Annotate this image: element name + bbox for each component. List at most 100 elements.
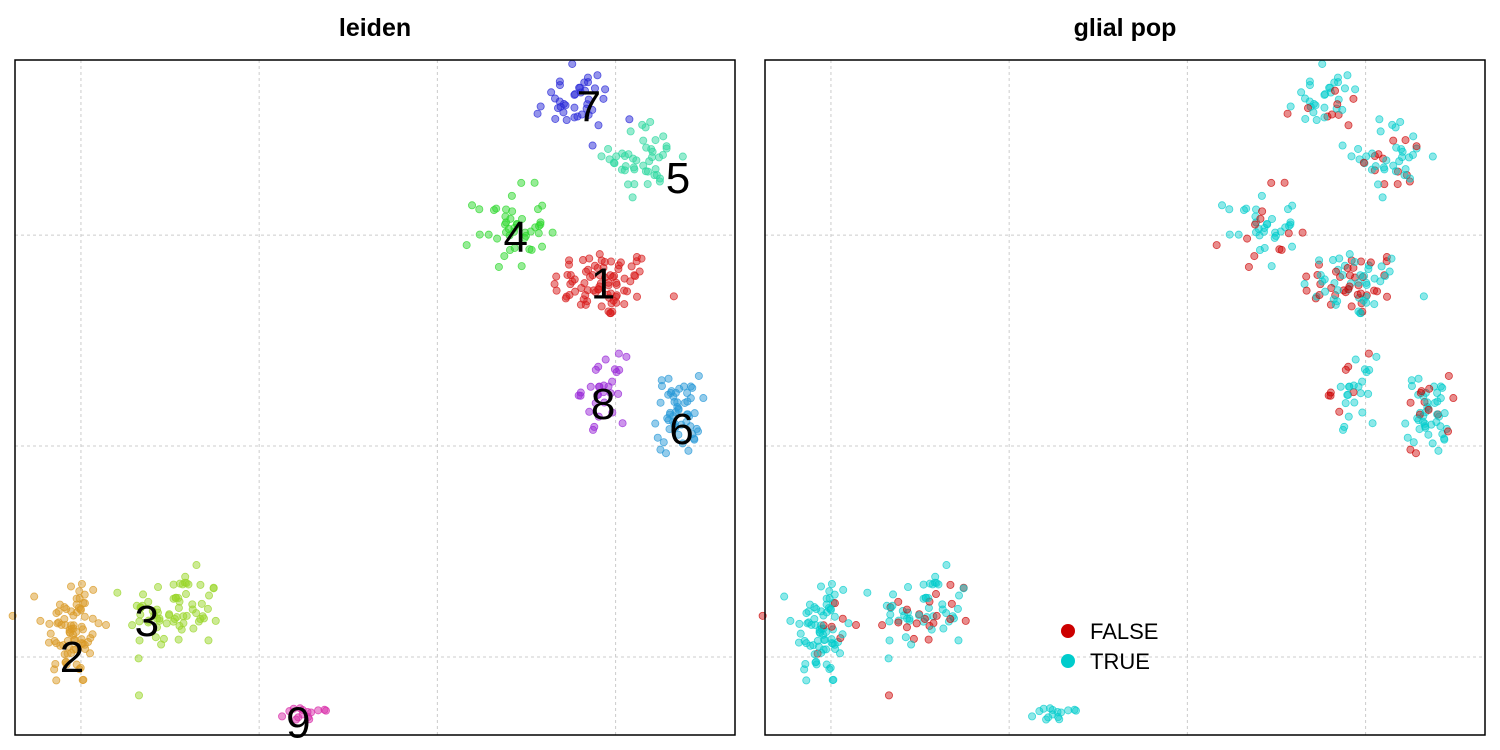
glial-point-true bbox=[838, 630, 847, 639]
leiden-point-cluster-2 bbox=[65, 629, 74, 638]
leiden-point-cluster-2 bbox=[44, 638, 53, 647]
leiden-point-cluster-6 bbox=[657, 382, 666, 391]
glial-point-false bbox=[920, 614, 929, 623]
leiden-point-cluster-8 bbox=[601, 355, 610, 364]
leiden-point-cluster-2 bbox=[67, 582, 76, 591]
leiden-point-cluster-4 bbox=[506, 214, 515, 223]
glial-point-true bbox=[1340, 84, 1349, 93]
glial-point-true bbox=[1354, 278, 1363, 287]
glial-point-true bbox=[1301, 114, 1310, 123]
glial-point-true bbox=[1252, 228, 1261, 237]
glial-point-false bbox=[1353, 290, 1362, 299]
glial-point-false bbox=[1343, 264, 1352, 273]
glial-point-true bbox=[925, 579, 934, 588]
leiden-point-cluster-4 bbox=[538, 242, 547, 251]
leiden-point-cluster-7 bbox=[625, 115, 634, 124]
glial-point-false bbox=[1393, 180, 1402, 189]
leiden-point-cluster-6 bbox=[678, 439, 687, 448]
glial-point-true bbox=[1364, 265, 1373, 274]
legend-marker-true bbox=[1061, 654, 1075, 668]
leiden-point-cluster-4 bbox=[534, 229, 543, 238]
glial-point-false bbox=[1212, 241, 1221, 250]
glial-point-true bbox=[805, 600, 814, 609]
leiden-point-cluster-2 bbox=[88, 614, 97, 623]
leiden-point-cluster-2 bbox=[52, 639, 61, 648]
leiden-point-cluster-7 bbox=[601, 85, 610, 94]
glial-point-false bbox=[1345, 271, 1354, 280]
leiden-point-cluster-1 bbox=[612, 280, 621, 289]
leiden-point-cluster-4 bbox=[502, 228, 511, 237]
leiden-point-cluster-5 bbox=[626, 127, 635, 136]
leiden-point-cluster-3 bbox=[188, 600, 197, 609]
glial-point-true bbox=[954, 636, 963, 645]
glial-point-false bbox=[1335, 407, 1344, 416]
legend-label-true: TRUE bbox=[1090, 649, 1150, 674]
leiden-point-cluster-3 bbox=[162, 619, 171, 628]
leiden-point-cluster-2 bbox=[80, 612, 89, 621]
leiden-point-cluster-3 bbox=[152, 605, 161, 614]
leiden-point-cluster-3 bbox=[144, 597, 153, 606]
leiden-point-cluster-5 bbox=[648, 153, 657, 162]
cluster-label-6: 6 bbox=[669, 405, 693, 454]
glial-point-true bbox=[1225, 230, 1234, 239]
leiden-point-cluster-3 bbox=[181, 572, 190, 581]
leiden-point-cluster-9 bbox=[314, 706, 323, 715]
leiden-point-cluster-1 bbox=[603, 290, 612, 299]
glial-point-false bbox=[902, 605, 911, 614]
glial-point-false bbox=[819, 621, 828, 630]
leiden-point-cluster-7 bbox=[593, 71, 602, 80]
leiden-point-cluster-1 bbox=[616, 258, 625, 267]
glial-point-true bbox=[815, 629, 824, 638]
leiden-point-cluster-1 bbox=[620, 300, 629, 309]
glial-point-true bbox=[1440, 434, 1449, 443]
glial-point-false bbox=[902, 623, 911, 632]
glial-point-false bbox=[1250, 252, 1259, 261]
glial-point-true bbox=[1321, 287, 1330, 296]
glial-point-true bbox=[1434, 446, 1443, 455]
glial-point-true bbox=[1288, 242, 1297, 251]
glial-point-false bbox=[1370, 286, 1379, 295]
glial-point-true bbox=[1341, 399, 1350, 408]
glial-point-true bbox=[844, 619, 853, 628]
glial-point-false bbox=[946, 580, 955, 589]
cluster-label-4: 4 bbox=[504, 213, 528, 262]
glial-point-true bbox=[1338, 141, 1347, 150]
leiden-point-cluster-5 bbox=[655, 153, 664, 162]
leiden-point-cluster-9 bbox=[321, 706, 330, 715]
glial-point-true bbox=[1344, 412, 1353, 421]
glial-plot-border bbox=[764, 59, 1486, 736]
glial-point-false bbox=[1366, 258, 1375, 267]
glial-point-true bbox=[1218, 201, 1227, 210]
leiden-point-cluster-3 bbox=[139, 590, 148, 599]
glial-point-true bbox=[1372, 352, 1381, 361]
leiden-point-cluster-1 bbox=[669, 292, 678, 301]
glial-point-true bbox=[1351, 85, 1360, 94]
glial-point-true bbox=[886, 610, 895, 619]
glial-point-true bbox=[1377, 262, 1386, 271]
glial-point-false bbox=[1302, 286, 1311, 295]
glial-point-true bbox=[904, 583, 913, 592]
glial-point-true bbox=[1312, 116, 1321, 125]
glial-point-false bbox=[1244, 262, 1253, 271]
leiden-point-cluster-4 bbox=[517, 178, 526, 187]
glial-point-true bbox=[914, 611, 923, 620]
glial-point-true bbox=[1424, 430, 1433, 439]
glial-point-true bbox=[1409, 438, 1418, 447]
glial-point-true bbox=[1360, 272, 1369, 281]
glial-point-false bbox=[1331, 86, 1340, 95]
glial-point-false bbox=[1243, 234, 1252, 243]
leiden-point-cluster-2 bbox=[69, 611, 78, 620]
glial-point-true bbox=[1395, 157, 1404, 166]
glial-point-true bbox=[1301, 94, 1310, 103]
glial-point-true bbox=[1354, 144, 1363, 153]
glial-point-true bbox=[786, 616, 795, 625]
glial-point-true bbox=[903, 608, 912, 617]
leiden-point-cluster-1 bbox=[550, 280, 559, 289]
glial-point-true bbox=[1320, 113, 1329, 122]
leiden-point-cluster-5 bbox=[597, 152, 606, 161]
leiden-point-cluster-3 bbox=[152, 623, 161, 632]
glial-point-false bbox=[878, 621, 887, 630]
leiden-point-cluster-8 bbox=[622, 352, 631, 361]
leiden-point-cluster-3 bbox=[192, 561, 201, 570]
glial-point-true bbox=[1428, 439, 1437, 448]
